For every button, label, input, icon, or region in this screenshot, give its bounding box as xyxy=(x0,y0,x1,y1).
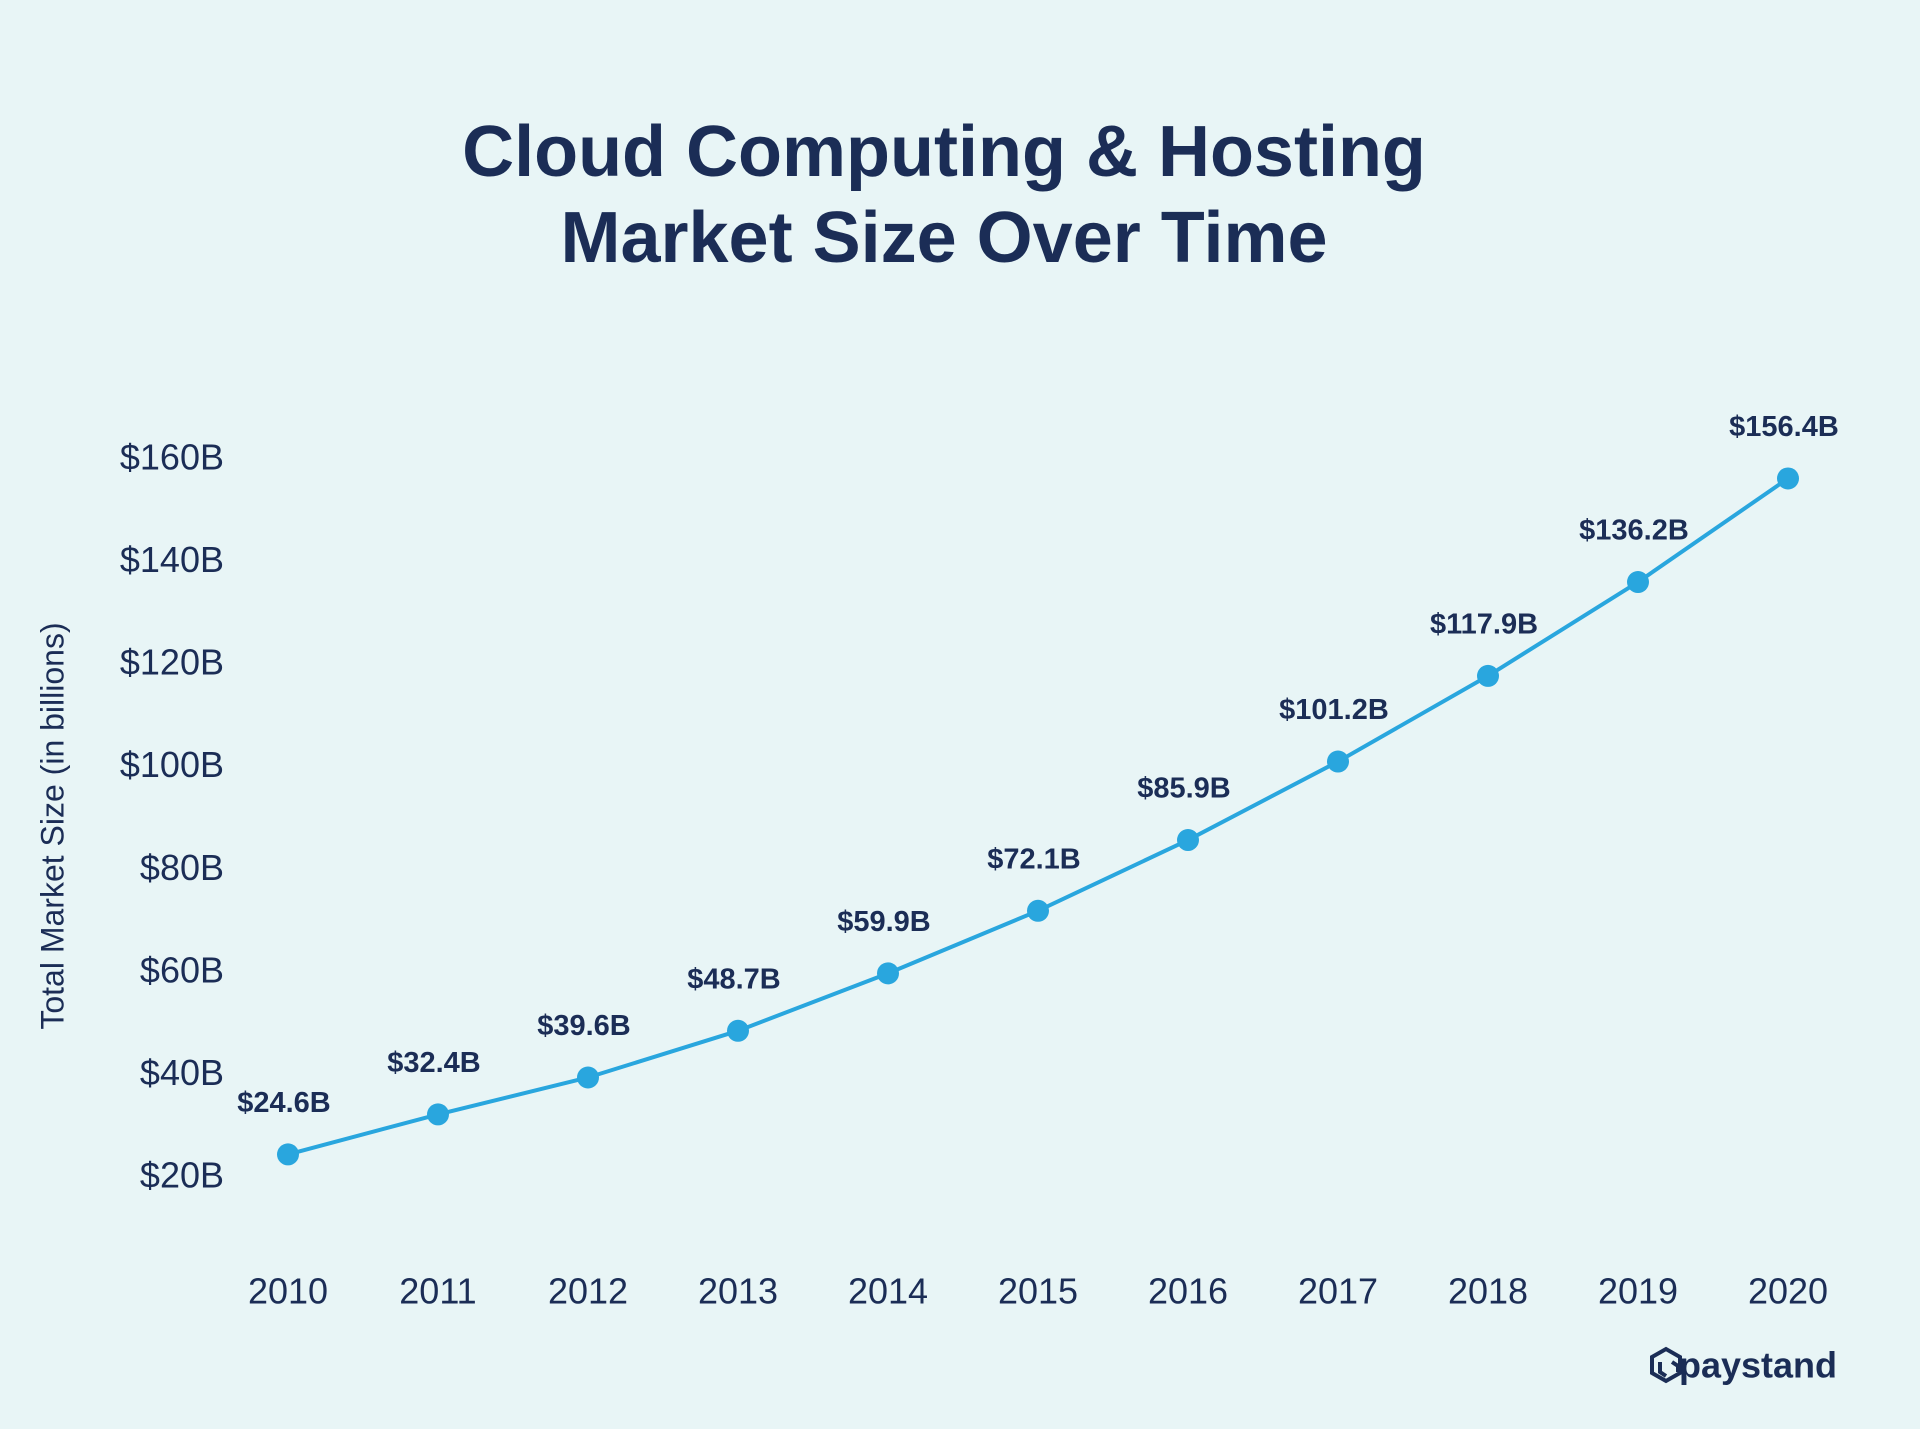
data-point xyxy=(1627,571,1649,594)
x-tick-label: 2020 xyxy=(1748,1271,1828,1312)
brand-name: paystand xyxy=(1679,1345,1837,1386)
y-tick-label: $140B xyxy=(120,539,224,580)
y-tick-label: $60B xyxy=(140,949,224,990)
data-label: $156.4B xyxy=(1729,411,1839,443)
data-point xyxy=(277,1143,299,1166)
x-tick-label: 2013 xyxy=(698,1271,778,1312)
data-point xyxy=(877,962,899,985)
brand-icon xyxy=(1650,1346,1682,1384)
data-point xyxy=(1477,664,1499,687)
data-point xyxy=(1177,829,1199,852)
data-label: $72.1B xyxy=(987,843,1081,875)
data-label: $48.7B xyxy=(687,963,781,995)
x-tick-label: 2012 xyxy=(548,1271,628,1312)
data-point xyxy=(727,1019,749,1042)
chart-title: Cloud Computing & Hosting xyxy=(462,112,1426,192)
data-label: $101.2B xyxy=(1279,694,1389,726)
x-tick-label: 2015 xyxy=(998,1271,1078,1312)
data-point xyxy=(1027,899,1049,922)
x-tick-label: 2019 xyxy=(1598,1271,1678,1312)
data-label: $59.9B xyxy=(837,906,931,938)
y-axis-title: Total Market Size (in billions) xyxy=(34,622,70,1029)
y-tick-label: $100B xyxy=(120,744,224,785)
y-tick-label: $40B xyxy=(140,1052,224,1093)
data-label: $32.4B xyxy=(387,1047,481,1079)
data-label: $24.6B xyxy=(237,1087,331,1119)
y-tick-label: $20B xyxy=(140,1155,224,1196)
data-point xyxy=(1777,467,1799,490)
x-tick-label: 2010 xyxy=(248,1271,328,1312)
x-tick-label: 2016 xyxy=(1148,1271,1228,1312)
data-point xyxy=(577,1066,599,1089)
x-tick-label: 2017 xyxy=(1298,1271,1378,1312)
brand-logo: paystand xyxy=(1650,1345,1837,1386)
y-tick-label: $160B xyxy=(120,437,224,478)
data-label: $117.9B xyxy=(1430,609,1538,641)
data-point xyxy=(1327,750,1349,773)
x-tick-label: 2014 xyxy=(848,1271,928,1312)
y-tick-label: $120B xyxy=(120,642,224,683)
x-tick-label: 2018 xyxy=(1448,1271,1528,1312)
x-tick-label: 2011 xyxy=(399,1271,476,1312)
data-label: $136.2B xyxy=(1579,515,1689,547)
chart-title: Market Size Over Time xyxy=(560,198,1327,278)
data-label: $85.9B xyxy=(1137,773,1231,805)
data-point xyxy=(427,1103,449,1126)
data-label: $39.6B xyxy=(537,1010,631,1042)
y-tick-label: $80B xyxy=(140,847,224,888)
